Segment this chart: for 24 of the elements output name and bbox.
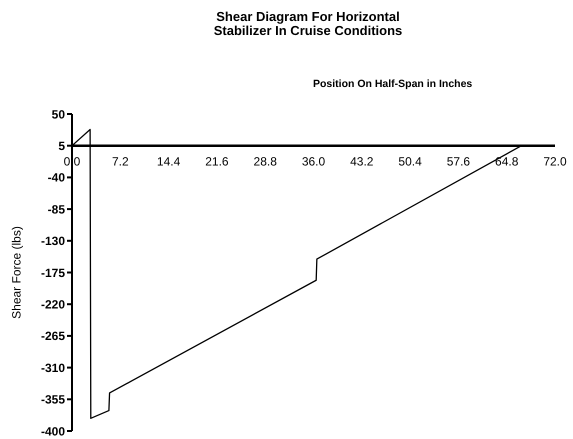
chart-title: Shear Diagram For Horizontal Stabilizer In Cruise Conditions [212,9,404,38]
y-tick-label: 5 [58,138,66,153]
x-axis-title: Position On Half-Span in Inches [313,78,472,90]
x-tick-label: 43.2 [350,154,374,169]
y-tick-label: -355 [40,392,66,407]
y-tick-label: -85 [48,202,66,216]
y-tick-label: -40 [48,170,66,185]
y-tick-label: -400 [40,424,66,438]
y-tick-label: -175 [40,266,66,280]
x-tick-label: 50.4 [398,154,422,169]
x-tick-label: 14.4 [156,154,181,169]
x-tick-label: 21.6 [205,154,229,169]
x-tick-label: 57.6 [446,154,470,169]
y-tick-label: -220 [40,297,66,312]
y-tick-label: -130 [40,234,66,248]
y-axis-title: Shear Force (lbs) [9,226,24,319]
y-tick-label: -265 [40,329,66,344]
y-tick-label: 50 [52,107,66,122]
x-tick-label: 36.0 [302,154,326,169]
x-tick-label: 7.2 [112,154,129,169]
x-tick-label: 64.8 [495,154,519,169]
x-tick-label: 72.0 [543,154,567,169]
x-tick-label: 28.8 [254,154,278,169]
y-tick-label: -310 [40,360,66,375]
